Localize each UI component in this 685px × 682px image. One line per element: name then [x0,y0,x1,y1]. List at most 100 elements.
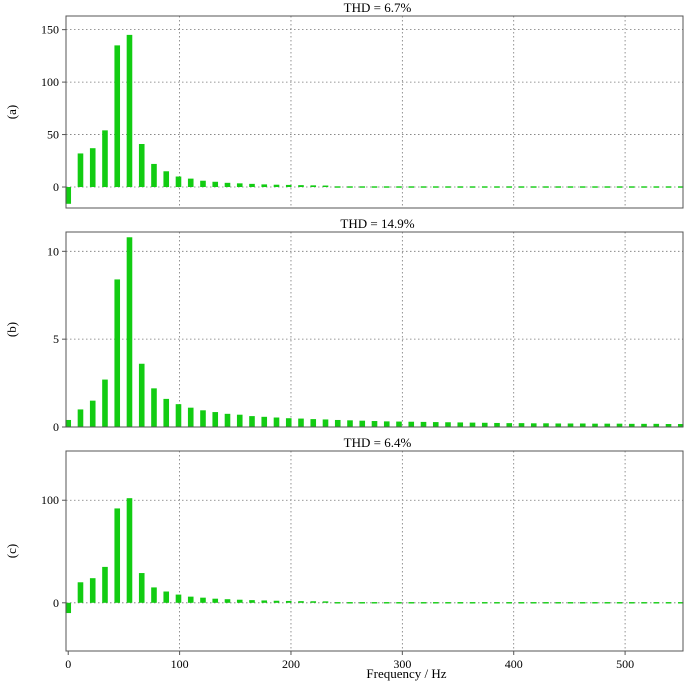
y-tick-label: 100 [41,493,59,507]
bar [126,34,133,188]
bar [285,184,292,188]
bar [114,45,121,188]
bar [641,186,647,188]
bar [506,186,513,188]
bar [224,413,231,427]
x-tick-label: 200 [282,657,300,671]
y-tick-label: 100 [41,75,59,89]
bar [65,187,72,204]
bar [224,599,231,603]
bar [322,185,329,188]
bar [555,602,562,604]
bar [261,184,268,188]
bar [310,419,317,427]
bar [261,416,268,427]
bar [592,186,598,188]
bar [469,186,476,188]
bar [555,423,562,427]
bar [457,602,464,604]
bar [334,419,341,427]
bar [665,424,672,427]
bar [102,130,108,188]
bar [359,186,366,188]
bar [653,423,660,427]
bar [138,573,145,603]
bar [151,587,157,603]
bar [481,186,488,188]
bar [383,421,390,427]
bar [114,279,121,427]
bar [322,601,329,603]
bar [604,186,611,188]
bar [273,417,280,427]
bar [420,602,427,604]
bar [641,602,647,604]
y-tick-label: 150 [41,23,59,37]
bar [506,423,513,427]
x-tick-label: 300 [393,657,411,671]
bar [518,186,525,188]
bar [420,186,427,188]
bar [579,602,586,604]
bar [408,602,415,604]
bar [432,602,439,604]
panel-title: THD = 6.4% [344,435,412,450]
bar [77,582,84,603]
bar [457,186,464,188]
bar [347,186,353,188]
bar [236,414,243,427]
bar [506,602,513,604]
bar [249,416,255,427]
bar [592,602,598,604]
bar [518,602,525,604]
y-tick-label: 0 [53,420,59,434]
bar [212,181,219,188]
bar [518,423,525,427]
bar [261,600,268,603]
bar [616,423,623,427]
bar [334,186,341,188]
bar [641,423,647,427]
bar [200,410,206,427]
plot-frame [65,15,684,209]
panel-2: 0 5 10 THD = 14.9% (b) [4,216,684,434]
bar [494,422,500,427]
bar [604,423,611,427]
bar [420,421,427,427]
bar [298,601,304,603]
bar [285,418,292,427]
bar [396,186,402,188]
bar [653,186,660,188]
bar [298,418,304,427]
bar [445,602,451,604]
bar [665,602,672,604]
bar [481,602,488,604]
bar [665,186,672,188]
bar [677,186,684,188]
bar [163,398,170,427]
bar [65,419,72,427]
bar [322,419,329,427]
bar [616,186,623,188]
bar [77,153,84,188]
panel-3: 0 100 THD = 6.4% (c) 0 100 200 300 400 500 Frequen… [4,435,684,681]
y-tick-label: 10 [47,244,59,258]
bar [432,186,439,188]
bar [273,184,280,188]
panel-label: (b) [4,322,19,337]
bar [359,420,366,427]
bar [408,186,415,188]
bar [530,423,537,427]
bar [579,423,586,427]
bar [77,409,84,427]
bar [249,600,255,603]
bar [396,421,402,427]
bar [151,163,157,188]
bar [543,423,549,427]
bar [126,237,133,427]
bar [628,186,635,188]
bar [579,186,586,188]
bar [604,602,611,604]
bar [592,423,598,427]
x-tick-label: 100 [171,657,189,671]
